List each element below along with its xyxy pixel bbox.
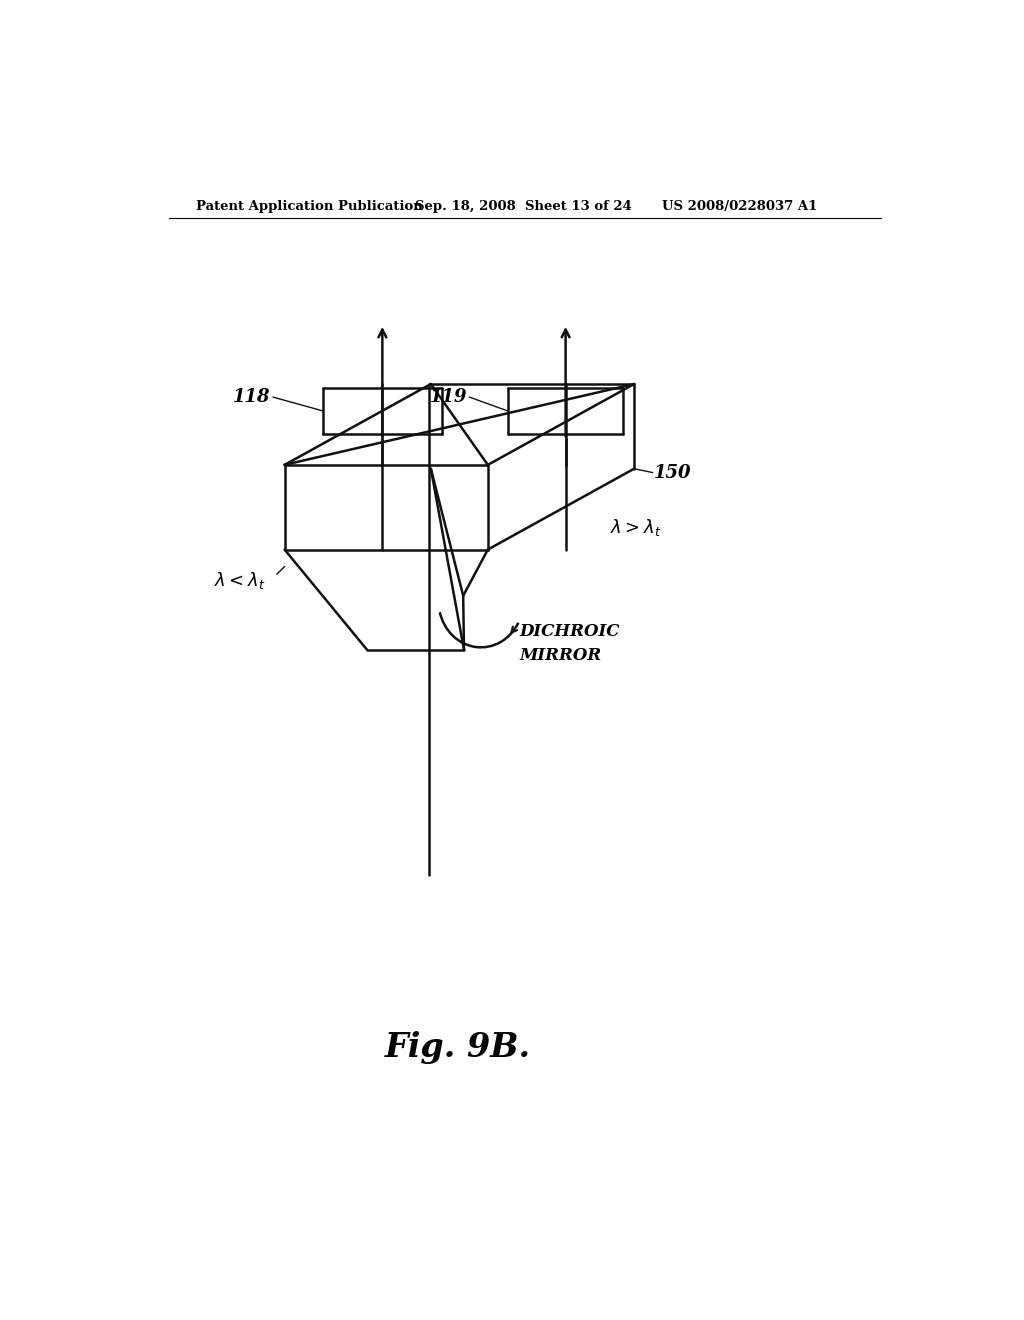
Text: US 2008/0228037 A1: US 2008/0228037 A1 (662, 199, 817, 213)
Text: $\lambda > \lambda_t$: $\lambda > \lambda_t$ (609, 517, 662, 539)
Text: Fig. 9B.: Fig. 9B. (385, 1031, 530, 1064)
Text: Patent Application Publication: Patent Application Publication (196, 199, 423, 213)
Text: $\lambda < \lambda_t$: $\lambda < \lambda_t$ (214, 570, 265, 591)
Text: DICHROIC: DICHROIC (519, 623, 620, 640)
Text: 119: 119 (429, 388, 467, 407)
Text: 118: 118 (233, 388, 270, 407)
Text: 150: 150 (654, 463, 691, 482)
Text: Sep. 18, 2008  Sheet 13 of 24: Sep. 18, 2008 Sheet 13 of 24 (416, 199, 633, 213)
Text: MIRROR: MIRROR (519, 647, 602, 664)
